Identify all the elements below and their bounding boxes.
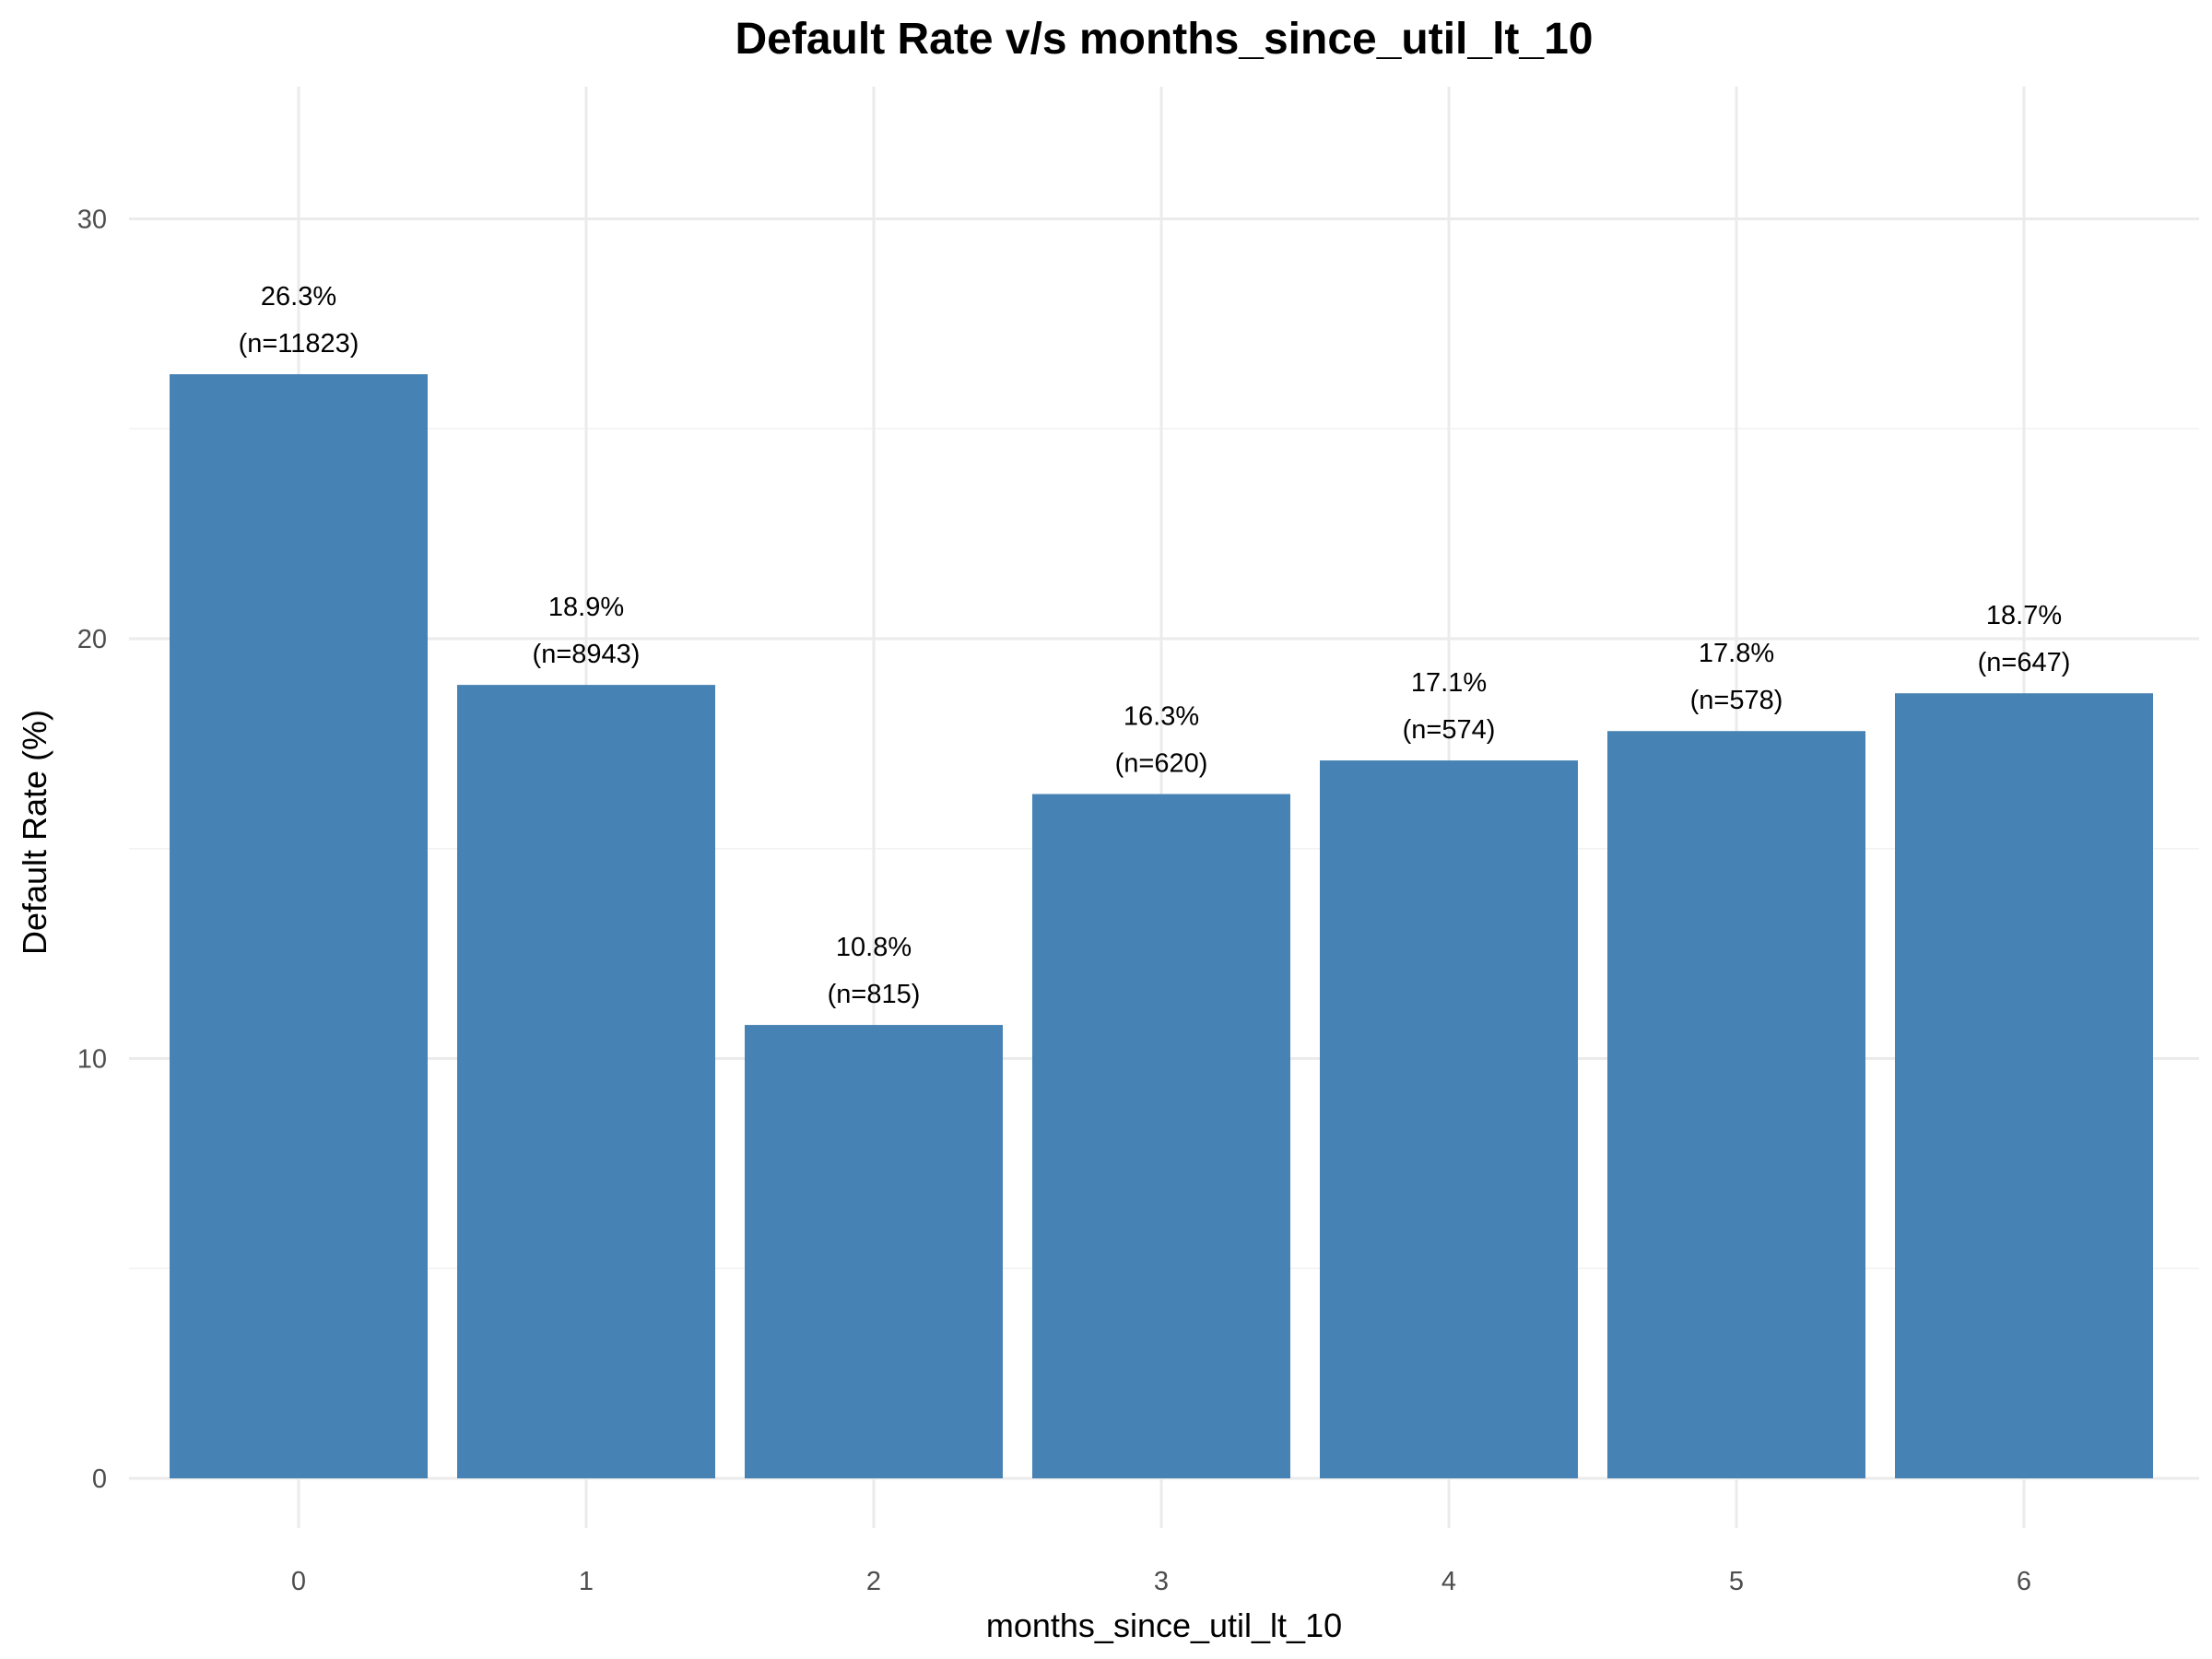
x-tick-label: 1 bbox=[579, 1567, 594, 1596]
axis-ticks: 0 10 20 30 0 1 2 3 4 5 6 bbox=[77, 206, 2031, 1597]
bar-rate-label: 16.3% bbox=[1124, 702, 1199, 732]
bar bbox=[1032, 794, 1290, 1478]
bar bbox=[1607, 731, 1865, 1478]
bar bbox=[745, 1025, 1003, 1478]
bar bbox=[1320, 760, 1578, 1478]
x-axis-title: months_since_util_lt_10 bbox=[986, 1606, 1342, 1644]
x-tick-label: 6 bbox=[2017, 1567, 2031, 1596]
x-tick-label: 5 bbox=[1729, 1567, 1744, 1596]
bar-count-label: (n=11823) bbox=[239, 329, 359, 359]
data-labels: 26.3% (n=11823) 18.9% (n=8943) 10.8% (n=815) 1… bbox=[239, 282, 2071, 1009]
bar-count-label: (n=578) bbox=[1690, 686, 1783, 715]
y-tick-label: 30 bbox=[77, 206, 107, 235]
bar-count-label: (n=815) bbox=[828, 980, 921, 1009]
bar-rate-label: 17.1% bbox=[1411, 668, 1487, 698]
bars bbox=[170, 374, 2153, 1478]
bar-rate-label: 26.3% bbox=[261, 282, 336, 312]
y-tick-label: 20 bbox=[77, 625, 107, 654]
bar-count-label: (n=647) bbox=[1978, 648, 2071, 677]
bar-rate-label: 18.9% bbox=[548, 593, 624, 622]
bar bbox=[1895, 693, 2153, 1478]
bar-count-label: (n=620) bbox=[1115, 749, 1208, 779]
bar-rate-label: 17.8% bbox=[1699, 639, 1774, 668]
chart-title: Default Rate v/s months_since_util_lt_10 bbox=[735, 15, 1594, 64]
bar-rate-label: 10.8% bbox=[836, 933, 912, 962]
x-tick-label: 4 bbox=[1441, 1567, 1456, 1596]
y-axis-title: Default Rate (%) bbox=[16, 710, 53, 955]
x-tick-label: 2 bbox=[866, 1567, 881, 1596]
bar-count-label: (n=8943) bbox=[533, 640, 641, 669]
bar-rate-label: 18.7% bbox=[1986, 601, 2062, 630]
y-tick-label: 10 bbox=[77, 1045, 107, 1075]
bar bbox=[170, 374, 428, 1478]
x-tick-label: 0 bbox=[291, 1567, 306, 1596]
bar-count-label: (n=574) bbox=[1403, 715, 1496, 745]
bar bbox=[457, 685, 715, 1478]
x-tick-label: 3 bbox=[1154, 1567, 1169, 1596]
y-tick-label: 0 bbox=[92, 1465, 107, 1494]
